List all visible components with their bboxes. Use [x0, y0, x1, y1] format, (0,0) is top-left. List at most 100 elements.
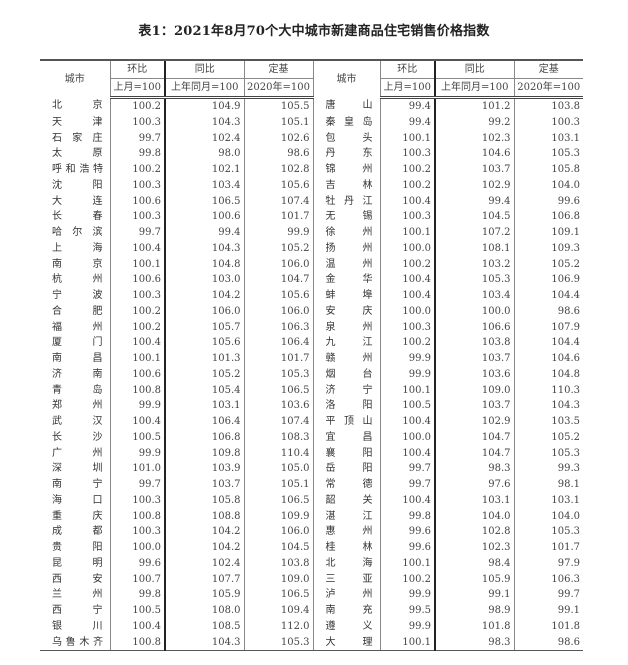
base-value: 104.3 [513, 398, 583, 414]
table-row: 济南 100.6 105.2 105.3 烟台 99.9 103.6 104.8 [40, 366, 583, 383]
mom-value: 100.1 [379, 382, 435, 399]
base-value: 99.1 [513, 603, 583, 619]
base-value: 105.2 [243, 240, 313, 257]
yoy-value: 106.0 [164, 303, 244, 320]
yoy-value: 106.4 [164, 414, 244, 430]
yoy-value: 106.8 [164, 429, 244, 446]
city-name: 合肥 [52, 305, 103, 317]
yoy-value: 98.3 [434, 461, 514, 477]
table-row: 西安 100.7 107.7 109.0 三亚 100.2 105.9 106.3 [40, 571, 583, 588]
mom-value: 100.6 [109, 366, 165, 383]
city-name: 惠州 [325, 526, 373, 538]
city-cell: 金华 [312, 272, 380, 288]
city-name: 宁波 [52, 290, 103, 301]
yoy-value: 103.4 [164, 177, 244, 194]
yoy-value: 99.4 [434, 193, 514, 210]
city-name: 成都 [52, 526, 103, 538]
yoy-value: 108.5 [164, 618, 244, 635]
city-cell: 襄阳 [312, 445, 380, 462]
mom-value: 100.8 [109, 634, 165, 652]
mom-value: 100.5 [109, 429, 165, 446]
yoy-value: 103.9 [164, 461, 244, 477]
table-row: 上海 100.4 104.3 105.2 扬州 100.0 108.1 109.3 [40, 240, 583, 257]
base-value: 106.3 [513, 571, 583, 588]
city-cell: 上海 [40, 241, 110, 257]
yoy-value: 104.3 [164, 240, 244, 257]
price-index-table: 城市 环比 同比 定基 城市 环比 同比 定基 上月=100 上年同月=100 … [40, 59, 583, 652]
city-name: 扬州 [325, 242, 373, 254]
city-cell: 岳阳 [312, 461, 380, 477]
table-row: 乌鲁木齐 100.8 104.3 105.3 大理 100.1 98.3 98.6 [40, 634, 583, 652]
city-cell: 九江 [312, 335, 380, 351]
city-cell: 乌鲁木齐 [40, 634, 110, 652]
yoy-value: 104.9 [164, 97, 244, 115]
city-cell: 呼和浩特 [40, 162, 110, 178]
base-value: 99.7 [513, 587, 583, 603]
mom-value: 100.5 [109, 603, 165, 619]
mom-value: 100.3 [379, 146, 435, 162]
city-cell: 赣州 [312, 351, 380, 367]
base-value: 104.4 [513, 288, 583, 304]
mom-value: 99.9 [379, 351, 435, 367]
table-row: 杭州 100.6 103.0 104.7 金华 100.4 105.3 106.9 [40, 272, 583, 288]
city-name: 丹东 [325, 148, 373, 160]
base-value: 104.0 [513, 177, 583, 194]
mom-value: 100.4 [109, 414, 165, 430]
base-value: 98.6 [513, 303, 583, 320]
yoy-value: 102.3 [434, 540, 514, 556]
city-cell: 青岛 [40, 383, 110, 399]
city-name: 秦皇岛 [325, 116, 373, 128]
yoy-value: 98.9 [434, 603, 514, 619]
mom-value: 100.3 [109, 209, 165, 225]
mom-value: 100.4 [109, 335, 165, 351]
yoy-value: 103.1 [434, 492, 514, 509]
city-name: 洛阳 [325, 400, 373, 412]
yoy-value: 109.0 [434, 382, 514, 399]
city-name: 北海 [325, 557, 373, 569]
city-cell: 济宁 [312, 382, 380, 399]
table-body: 北京 100.2 104.9 105.5 唐山 99.4 101.2 103.8 天津 100.3… [40, 97, 583, 652]
city-name: 泉州 [325, 321, 373, 333]
base-value: 105.3 [243, 366, 313, 383]
city-cell: 石家庄 [40, 131, 110, 147]
table-row: 宁波 100.3 104.2 105.6 蚌埠 100.4 103.4 104.4 [40, 288, 583, 304]
city-name: 南昌 [52, 353, 103, 364]
base-value: 101.7 [243, 351, 313, 367]
table-row: 武汉 100.4 106.4 107.4 平顶山 100.4 102.9 103.5 [40, 414, 583, 430]
yoy-value: 104.2 [164, 540, 244, 556]
yoy-value: 105.9 [434, 571, 514, 588]
table-row: 北京 100.2 104.9 105.5 唐山 99.4 101.2 103.8 [40, 97, 583, 115]
city-cell: 北海 [312, 555, 380, 572]
base-value: 105.8 [513, 162, 583, 178]
header-yoy-right: 同比 [434, 59, 514, 79]
table-row: 重庆 100.8 108.8 109.9 湛江 99.8 104.0 104.0 [40, 508, 583, 525]
city-cell: 吉林 [312, 177, 380, 194]
base-value: 109.4 [243, 603, 313, 619]
city-cell: 无锡 [312, 209, 380, 225]
mom-value: 100.2 [109, 97, 165, 115]
mom-value: 100.3 [109, 114, 165, 131]
header-city-right: 城市 [312, 59, 380, 98]
base-value: 100.3 [513, 114, 583, 131]
mom-value: 100.7 [109, 571, 165, 588]
table-row: 长春 100.3 100.6 101.7 无锡 100.3 104.5 106.8 [40, 209, 583, 225]
city-name: 南京 [52, 258, 103, 270]
city-cell: 哈尔滨 [40, 225, 110, 241]
base-value: 105.2 [513, 256, 583, 273]
yoy-value: 105.4 [164, 382, 244, 399]
table-row: 哈尔滨 99.7 99.4 99.9 徐州 100.1 107.2 109.1 [40, 225, 583, 241]
mom-value: 99.6 [109, 555, 165, 572]
city-name: 赣州 [325, 353, 373, 364]
city-name: 济宁 [325, 384, 373, 396]
table-row: 天津 100.3 104.3 105.1 秦皇岛 99.4 99.2 100.3 [40, 114, 583, 131]
table-row: 贵阳 100.0 104.2 104.5 桂林 99.6 102.3 101.7 [40, 540, 583, 556]
city-name: 徐州 [325, 227, 373, 238]
header-base-left: 定基 [243, 59, 313, 79]
base-value: 102.8 [243, 162, 313, 178]
mom-value: 99.7 [109, 225, 165, 241]
table-row: 太原 99.8 98.0 98.6 丹东 100.3 104.6 105.3 [40, 146, 583, 162]
mom-value: 100.2 [379, 571, 435, 588]
yoy-value: 104.7 [434, 445, 514, 462]
city-name: 深圳 [52, 463, 103, 475]
city-cell: 徐州 [312, 225, 380, 241]
